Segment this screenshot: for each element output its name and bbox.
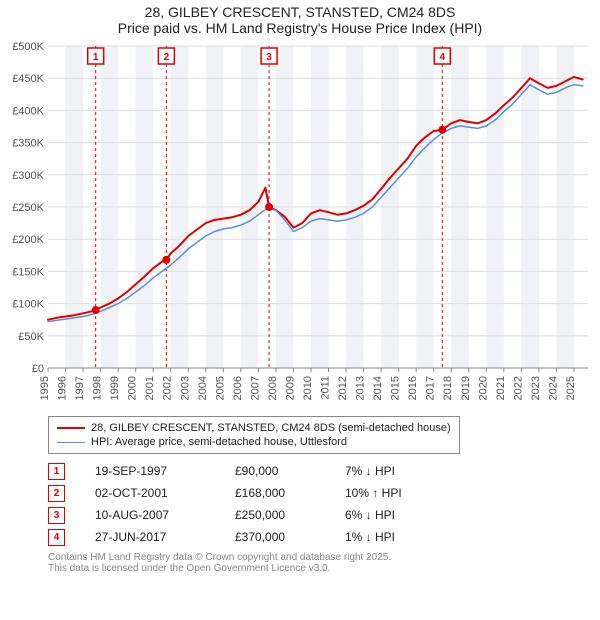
svg-text:1: 1 [93, 52, 99, 63]
sale-date: 10-AUG-2007 [95, 508, 235, 522]
svg-text:2025: 2025 [565, 376, 577, 400]
sale-delta: 1% ↓ HPI [345, 530, 465, 544]
svg-text:£300K: £300K [12, 170, 44, 182]
svg-text:2024: 2024 [547, 376, 559, 400]
svg-text:£100K: £100K [12, 299, 44, 311]
svg-text:£350K: £350K [12, 138, 44, 150]
footer-line1: Contains HM Land Registry data © Crown c… [48, 552, 592, 563]
chart-svg: £0 £50K £100K £150K £200K £250K £300K £350K £400… [8, 40, 592, 410]
svg-text:1997: 1997 [74, 376, 86, 400]
chart-footer: Contains HM Land Registry data © Crown c… [48, 552, 592, 574]
sale-date: 02-OCT-2001 [95, 486, 235, 500]
chart-legend: 28, GILBEY CRESCENT, STANSTED, CM24 8DS … [48, 416, 460, 454]
svg-text:2020: 2020 [477, 376, 489, 400]
sale-price: £168,000 [235, 486, 345, 500]
svg-text:2014: 2014 [372, 376, 384, 400]
legend-item: 28, GILBEY CRESCENT, STANSTED, CM24 8DS … [57, 421, 451, 435]
svg-text:1998: 1998 [92, 376, 104, 400]
svg-text:1995: 1995 [39, 376, 51, 400]
sale-marker-box: 3 [48, 507, 65, 524]
sale-marker-box: 2 [48, 485, 65, 502]
legend-swatch [57, 427, 85, 429]
sales-table: 119-SEP-1997£90,0007% ↓ HPI202-OCT-2001£… [48, 460, 592, 548]
sales-row: 2 02-OCT-2001£168,00010% ↑ HPI [48, 482, 592, 504]
svg-text:2002: 2002 [162, 376, 174, 400]
svg-text:£450K: £450K [12, 73, 44, 85]
chart-titles: 28, GILBEY CRESCENT, STANSTED, CM24 8DS … [8, 4, 592, 36]
svg-text:£400K: £400K [12, 105, 44, 117]
svg-text:2005: 2005 [214, 376, 226, 400]
svg-text:1999: 1999 [109, 376, 121, 400]
sale-date: 19-SEP-1997 [95, 464, 235, 478]
svg-text:2022: 2022 [512, 376, 524, 400]
price-chart: £0 £50K £100K £150K £200K £250K £300K £350K £400… [8, 40, 592, 410]
svg-text:£500K: £500K [12, 41, 44, 53]
svg-text:2003: 2003 [179, 376, 191, 400]
sale-price: £250,000 [235, 508, 345, 522]
sale-delta: 10% ↑ HPI [345, 486, 465, 500]
svg-text:£200K: £200K [12, 234, 44, 246]
svg-text:2006: 2006 [232, 376, 244, 400]
svg-text:2010: 2010 [302, 376, 314, 400]
svg-text:4: 4 [440, 52, 446, 63]
svg-text:2009: 2009 [284, 376, 296, 400]
svg-text:2013: 2013 [355, 376, 367, 400]
legend-label: 28, GILBEY CRESCENT, STANSTED, CM24 8DS … [91, 422, 451, 434]
svg-text:£150K: £150K [12, 266, 44, 278]
sale-delta: 7% ↓ HPI [345, 464, 465, 478]
sale-price: £370,000 [235, 530, 345, 544]
sales-row: 1 19-SEP-1997£90,0007% ↓ HPI [48, 460, 592, 482]
sale-price: £90,000 [235, 464, 345, 478]
sale-delta: 6% ↓ HPI [345, 508, 465, 522]
svg-text:£0: £0 [32, 363, 44, 375]
sales-row: 4 27-JUN-2017£370,0001% ↓ HPI [48, 526, 592, 548]
svg-text:2008: 2008 [267, 376, 279, 400]
svg-text:2004: 2004 [197, 376, 209, 400]
svg-text:2011: 2011 [320, 376, 332, 400]
svg-text:3: 3 [266, 52, 272, 63]
svg-text:2016: 2016 [407, 376, 419, 400]
svg-text:2023: 2023 [530, 376, 542, 400]
svg-text:2019: 2019 [460, 376, 472, 400]
chart-title-address: 28, GILBEY CRESCENT, STANSTED, CM24 8DS [8, 4, 592, 20]
svg-text:2: 2 [164, 52, 170, 63]
sale-marker-box: 1 [48, 463, 65, 480]
svg-text:2015: 2015 [390, 376, 402, 400]
svg-text:2000: 2000 [127, 376, 139, 400]
sale-marker-box: 4 [48, 529, 65, 546]
svg-text:2017: 2017 [425, 376, 437, 400]
legend-swatch [57, 442, 85, 443]
footer-line2: This data is licensed under the Open Gov… [48, 563, 592, 574]
svg-text:2001: 2001 [144, 376, 156, 400]
svg-text:£250K: £250K [12, 202, 44, 214]
legend-item: HPI: Average price, semi-detached house,… [57, 435, 451, 449]
svg-text:1996: 1996 [57, 376, 69, 400]
svg-text:£50K: £50K [18, 331, 44, 343]
sale-date: 27-JUN-2017 [95, 530, 235, 544]
chart-title-sub: Price paid vs. HM Land Registry's House … [8, 20, 592, 36]
sales-row: 3 10-AUG-2007£250,0006% ↓ HPI [48, 504, 592, 526]
svg-text:2012: 2012 [337, 376, 349, 400]
legend-label: HPI: Average price, semi-detached house,… [91, 436, 347, 448]
svg-text:2007: 2007 [249, 376, 261, 400]
svg-text:2018: 2018 [442, 376, 454, 400]
svg-text:2021: 2021 [495, 376, 507, 400]
